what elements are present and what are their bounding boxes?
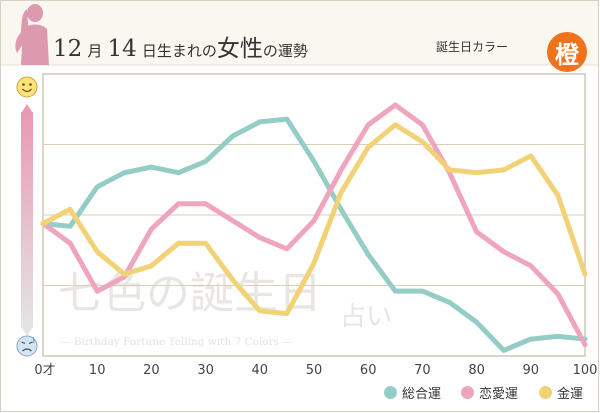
title-month: 12 [53,36,83,62]
watermark-sub: 占い [340,302,392,332]
page-title: 12 月 14 日生まれの女性の運勢 [53,29,308,63]
x-tick-label: 20 [143,363,160,378]
x-tick-label: 80 [468,363,485,378]
title-month-unit: 月 [87,42,103,60]
legend-swatch-money [539,385,552,399]
x-tick-label: 90 [523,363,540,378]
watermark-en: — Birthday Fortune Telling with 7 Colors… [60,336,293,348]
gridlines [43,144,585,286]
title-day-unit: 日生まれの [141,42,217,60]
x-axis-ticks: 0才 10 20 30 40 50 60 70 80 90 100 [34,363,597,378]
series-money-line [40,122,588,317]
x-tick-label: 40 [252,363,269,378]
legend-item-money: 金運 [539,383,584,402]
legend-label-overall: 総合運 [402,386,442,402]
birthday-color-label: 誕生日カラー [436,40,509,54]
x-tick-label: 10 [89,363,106,378]
title-woman: 女性 [216,36,263,62]
series-layer [40,102,588,353]
happy-face-icon [16,76,38,98]
legend-label-love: 恋愛運 [479,386,519,402]
title-suffix: の運勢 [262,42,308,60]
chart-header: 12 月 14 日生まれの女性の運勢 誕生日カラー 橙 [1,1,597,72]
watermark: 七色の誕生日 占い — Birthday Fortune Telling wit… [58,268,392,348]
x-tick-label: 0才 [34,363,55,378]
meter-bar [21,112,33,328]
x-tick-label: 50 [306,363,323,378]
x-tick-label: 30 [197,363,214,378]
birthday-color-badge: 橙 [547,32,587,72]
meter-arrow-down [22,328,32,336]
series-overall-line [40,116,588,353]
meter-arrow-up [22,104,32,112]
legend-label-money: 金運 [557,386,584,402]
title-day: 14 [107,36,137,62]
x-tick-label: 70 [414,363,431,378]
x-tick-label: 100 [573,363,598,378]
legend-item-love: 恋愛運 [461,383,519,402]
legend-swatch-overall [384,385,397,399]
legend-item-overall: 総合運 [384,383,442,402]
woman-silhouette-icon [15,4,49,65]
sad-face-icon [16,335,38,357]
x-tick-label: 60 [360,363,377,378]
fortune-meter [21,104,33,336]
series-love-line [40,102,588,348]
legend-swatch-love [461,385,474,399]
